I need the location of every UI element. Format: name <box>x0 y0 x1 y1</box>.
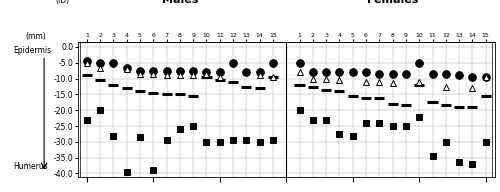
Text: Males: Males <box>162 0 198 5</box>
Text: Epidermis: Epidermis <box>13 46 51 55</box>
Text: Females: Females <box>367 0 418 5</box>
Text: (mm): (mm) <box>26 32 46 41</box>
Text: Humerus: Humerus <box>13 162 48 171</box>
Text: (ID): (ID) <box>55 0 69 5</box>
